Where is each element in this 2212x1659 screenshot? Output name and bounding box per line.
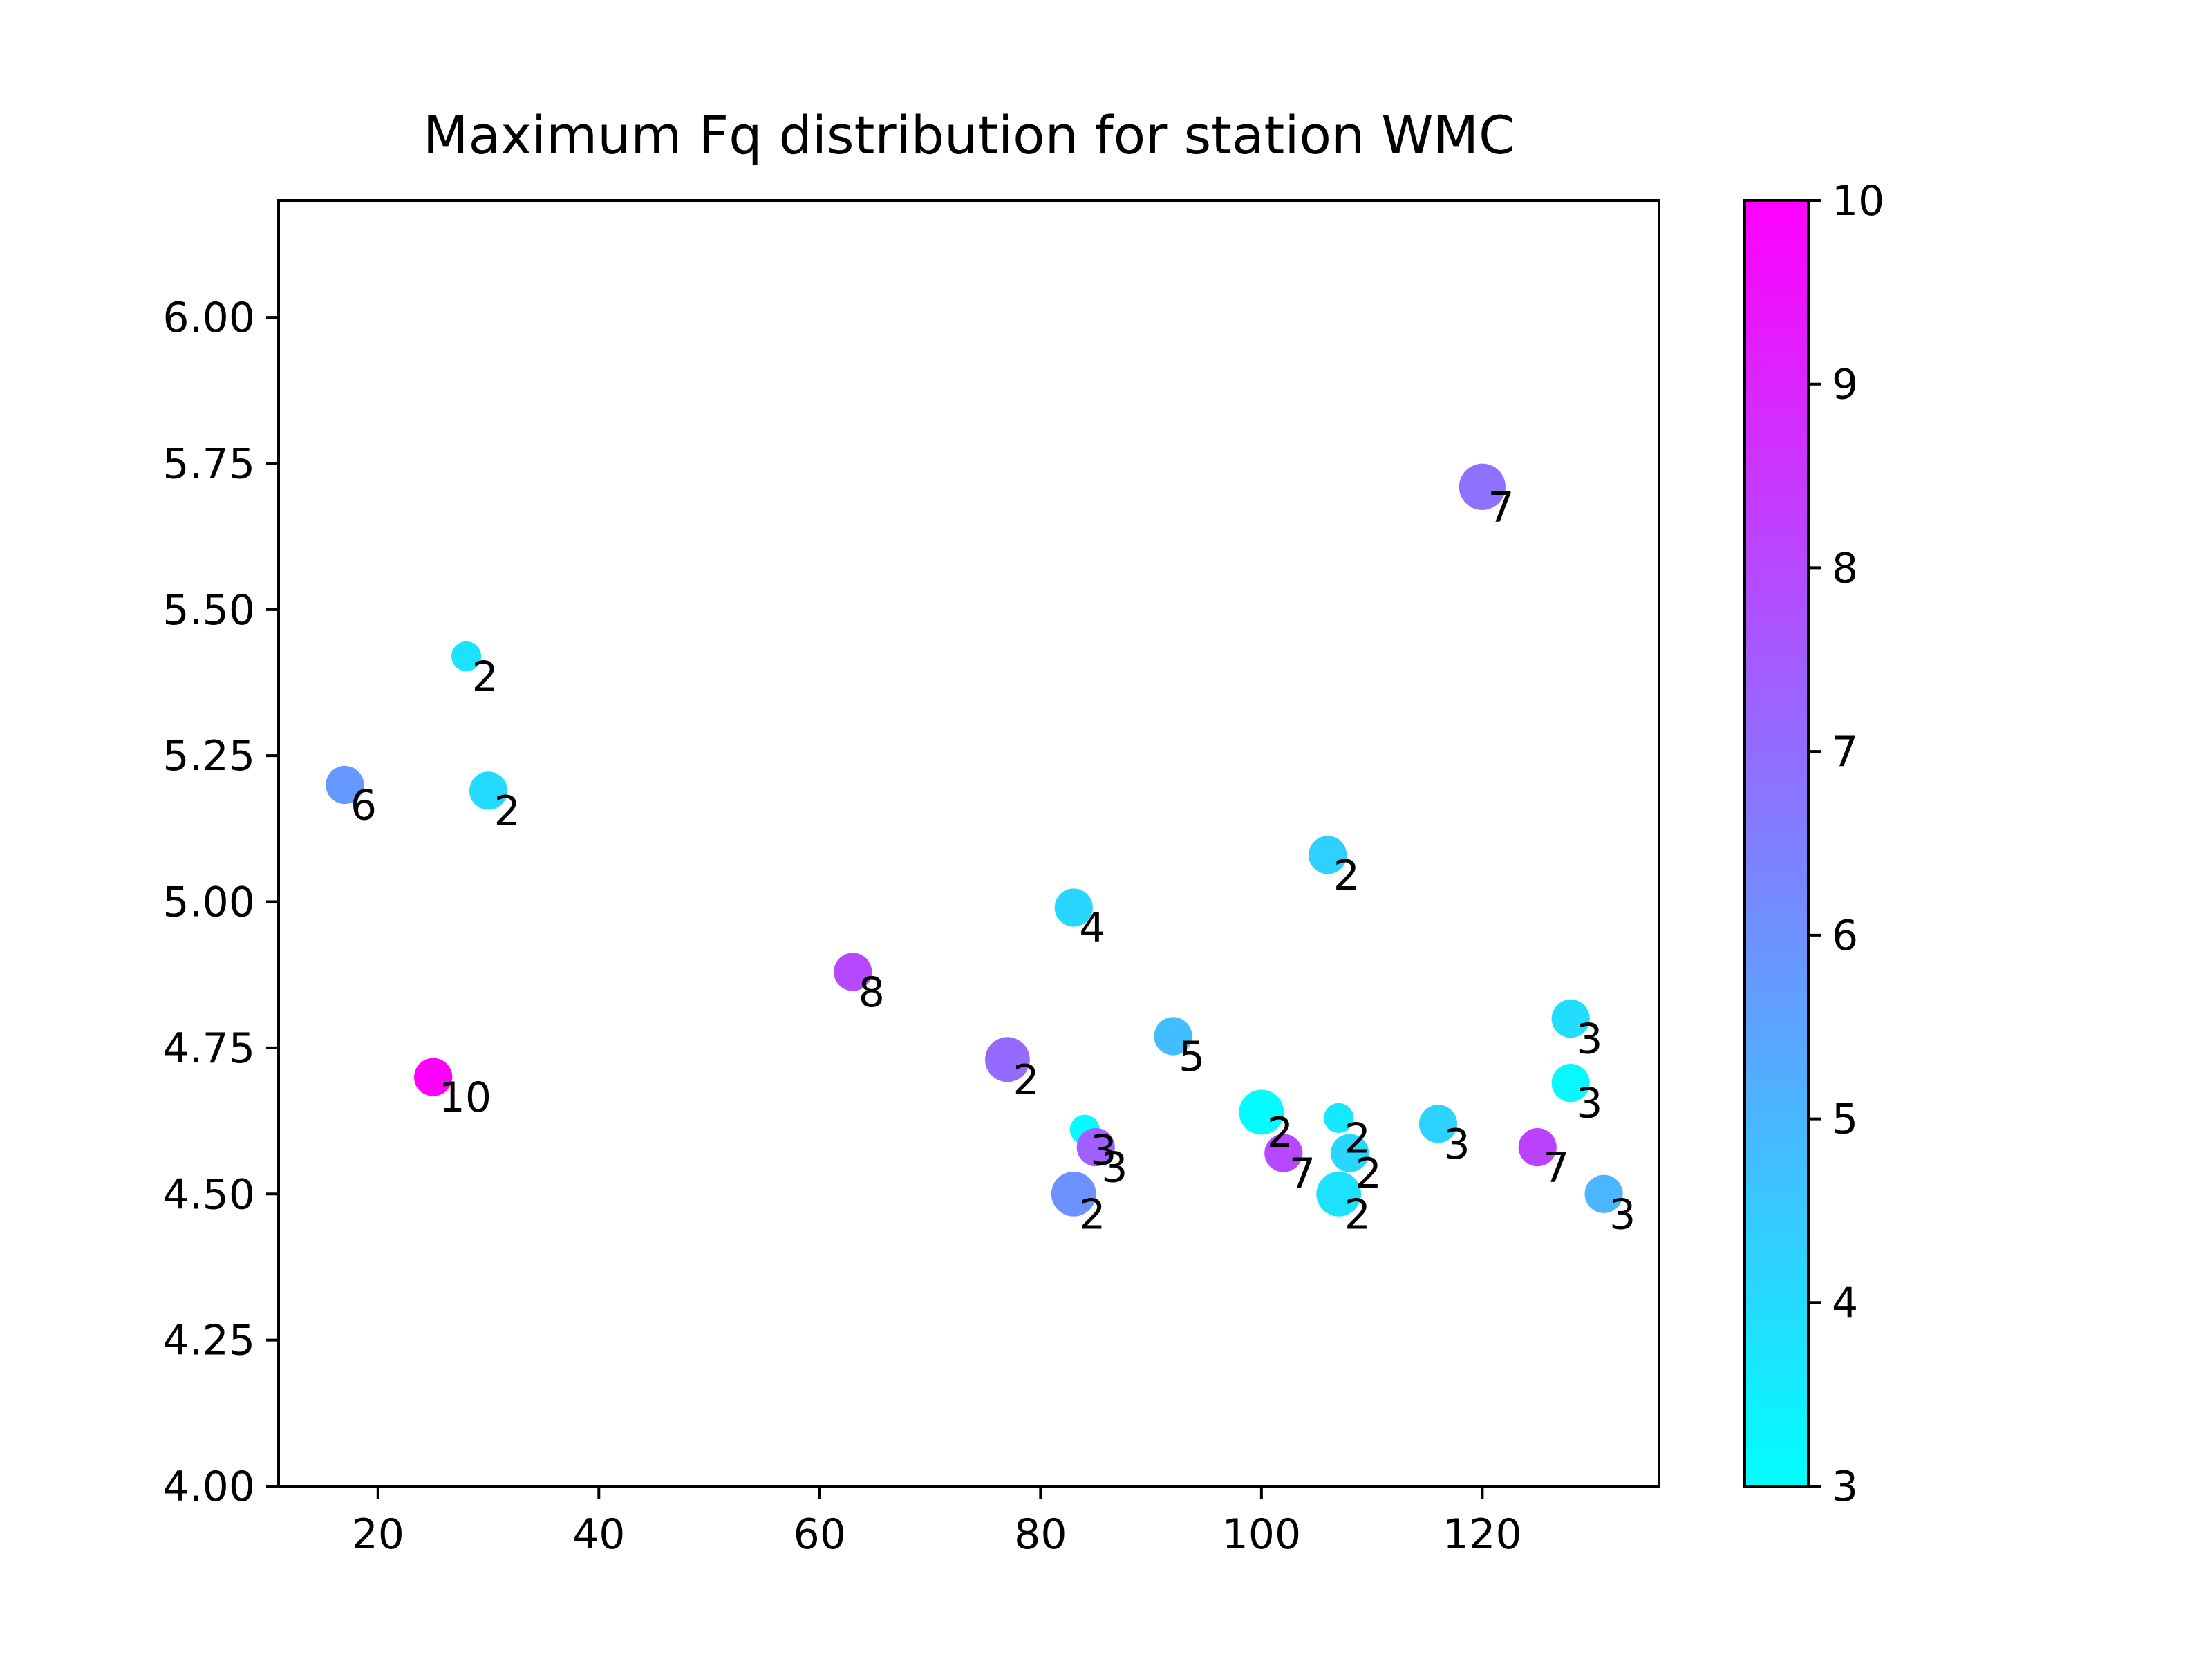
data-point [1239,1089,1284,1135]
y-tick-label: 5.25 [162,732,255,780]
data-point-label: 3 [1576,1015,1602,1064]
colorbar-tick-label: 4 [1832,1279,1858,1327]
data-point [1418,1105,1458,1143]
colorbar-tick-label: 10 [1832,177,1884,225]
y-tick-label: 4.25 [162,1317,255,1365]
x-axis: 20 40 60 80 100 120 [352,1486,1522,1559]
data-point-label: 10 [439,1074,491,1122]
data-point [451,641,482,672]
data-point-label: 3 [1101,1144,1127,1192]
data-point [1054,888,1093,927]
colorbar [1743,199,1810,1488]
colorbar-axis: 3 4 5 6 7 8 9 10 [1808,177,1884,1511]
data-point [1316,1171,1362,1217]
data-point [1309,836,1347,874]
data-point [1551,1000,1590,1038]
data-point-label: 7 [1543,1144,1569,1192]
data-point-label: 3 [1576,1080,1602,1128]
data-point [1051,1171,1096,1217]
y-tick-label: 6.00 [162,294,255,342]
colorbar-tick-label: 7 [1832,728,1858,776]
data-point [1154,1017,1192,1056]
data-point-label: 7 [1289,1150,1315,1198]
data-point [414,1058,453,1096]
data-point-label: 2 [1356,1150,1382,1198]
x-tick-label: 80 [1014,1510,1067,1559]
chart-title: Maximum Fq distribution for station WMC [423,104,1515,166]
x-tick-label: 40 [572,1510,625,1559]
y-tick-label: 5.00 [162,879,255,927]
y-tick-label: 4.50 [162,1170,255,1219]
data-point-label: 2 [494,787,521,836]
data-point [1584,1174,1623,1213]
data-point [985,1037,1030,1082]
data-point [469,771,508,810]
colorbar-tick-label: 8 [1832,544,1858,592]
data-point-label: 5 [1179,1033,1205,1081]
data-point-label: 2 [1079,1190,1105,1239]
colorbar-tick-label: 5 [1832,1096,1858,1144]
data-point [1324,1103,1354,1133]
data-point-label: 3 [1609,1190,1635,1239]
y-tick-label: 4.75 [162,1024,255,1073]
data-point-label: 6 [350,781,377,830]
data-point-label: 2 [1333,852,1360,900]
y-tick-label: 4.00 [162,1463,255,1511]
x-tick-label: 60 [794,1510,846,1559]
colorbar-tick-label: 3 [1832,1463,1858,1511]
data-point-label: 2 [1013,1056,1039,1105]
data-point-label: 2 [1267,1109,1293,1157]
data-point-label: 2 [472,653,498,701]
y-axis: 4.00 4.25 4.50 4.75 5.00 5.25 5.50 5.75 6.00 [162,294,279,1511]
data-point [1551,1064,1590,1103]
plot-frame [277,199,1660,1488]
data-point-label: 2 [1344,1114,1371,1163]
data-point-label: 3 [1090,1126,1116,1174]
y-tick-label: 5.50 [162,586,255,635]
data-point-label: 8 [859,968,885,1017]
data-point [834,953,872,991]
data-point-label: 2 [1344,1190,1371,1239]
y-tick-label: 5.75 [162,440,255,488]
data-point [1076,1128,1115,1167]
data-point-label: 7 [1488,483,1514,532]
data-point-label: 3 [1443,1121,1470,1169]
x-tick-label: 100 [1222,1510,1302,1559]
x-tick-label: 20 [352,1510,404,1559]
data-point-label: 4 [1079,904,1105,953]
data-point [1459,463,1506,510]
points-layer [326,463,1623,1217]
x-tick-label: 120 [1443,1510,1522,1559]
data-point [1264,1134,1303,1172]
colorbar-tick-label: 9 [1832,361,1858,409]
data-point [1331,1134,1369,1172]
colorbar-tick-label: 6 [1832,912,1858,960]
data-point [1518,1128,1557,1167]
data-point [326,765,364,805]
